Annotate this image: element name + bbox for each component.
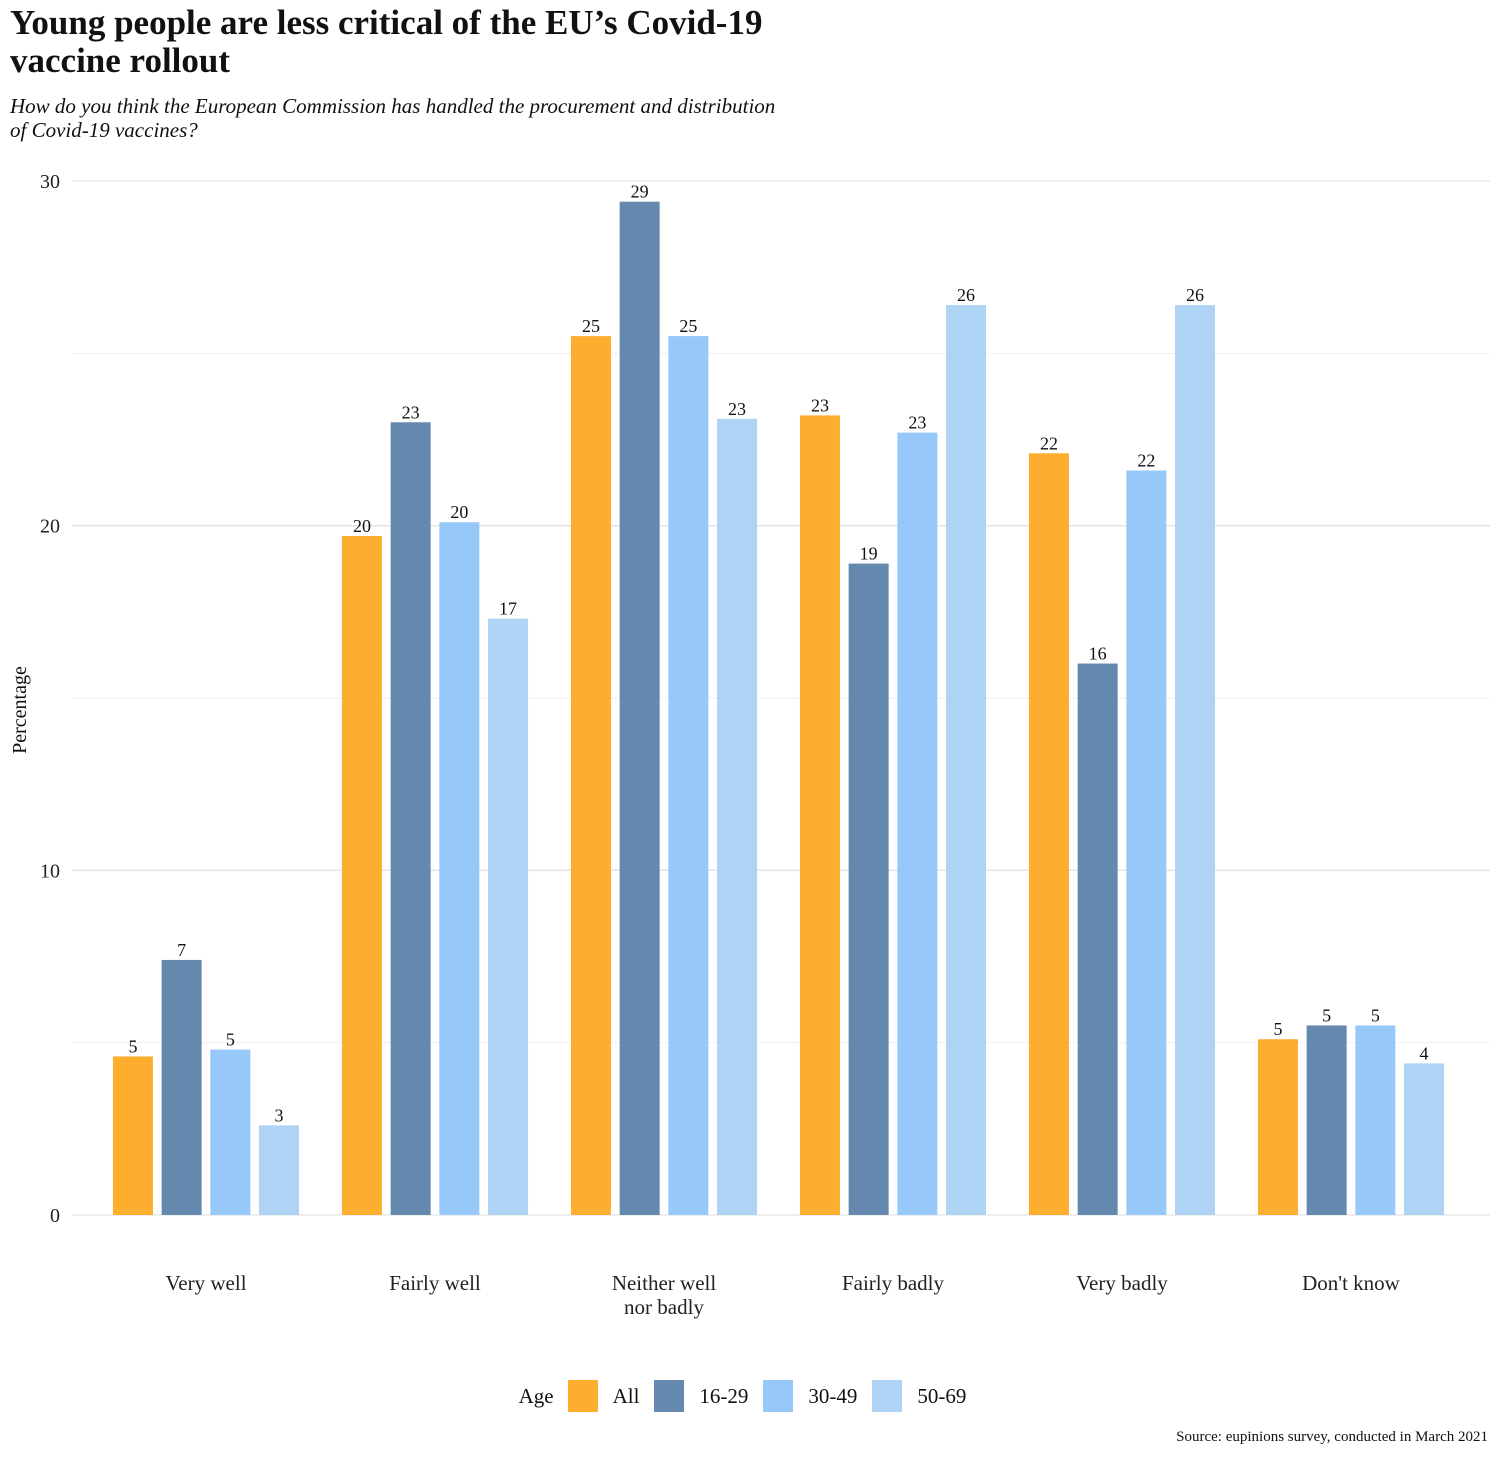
- bar-value-label: 23: [811, 395, 829, 415]
- source-note: Source: eupinions survey, conducted in M…: [1176, 1429, 1488, 1445]
- bar: [848, 563, 889, 1215]
- bar: [161, 959, 202, 1215]
- legend-item-30-49: 30-49: [763, 1380, 857, 1412]
- bar: [341, 536, 382, 1215]
- legend-swatch-30-49: [763, 1380, 794, 1412]
- bar: [439, 522, 480, 1215]
- bar-value-label: 5: [1371, 1005, 1380, 1025]
- bar: [946, 305, 987, 1216]
- legend-label-all: All: [612, 1383, 640, 1408]
- y-tick-label: 30: [40, 171, 60, 193]
- bar: [1257, 1039, 1298, 1215]
- bar: [897, 432, 938, 1215]
- legend-item-16-29: 16-29: [654, 1380, 748, 1412]
- legend-title: Age: [518, 1383, 554, 1408]
- legend-swatch-all: [567, 1380, 598, 1412]
- y-tick-label: 10: [40, 860, 60, 882]
- bar-value-label: 23: [728, 399, 746, 419]
- bar: [799, 415, 840, 1216]
- bar-value-label: 22: [1137, 451, 1155, 471]
- y-tick-label: 0: [50, 1205, 60, 1227]
- bar-value-label: 5: [1273, 1019, 1282, 1039]
- bar-chart: 0 10 20 30 Percentage 5 7 5 3 Very well 20 23 20 17 Fa…: [9, 171, 1490, 1319]
- bar: [488, 618, 529, 1215]
- legend-label-50-69: 50-69: [917, 1383, 967, 1408]
- legend-swatch-16-29: [654, 1380, 685, 1412]
- bar-value-label: 25: [679, 316, 697, 336]
- chart-title: Young people are less critical of the EU…: [10, 3, 763, 80]
- bar-value-label: 19: [860, 544, 878, 564]
- bar: [1175, 305, 1216, 1216]
- bar: [1028, 453, 1069, 1216]
- bar-value-label: 25: [582, 316, 600, 336]
- bar-value-label: 7: [177, 940, 186, 960]
- legend-label-16-29: 16-29: [699, 1383, 749, 1408]
- x-tick-label: Neither well nor badly: [612, 1271, 717, 1319]
- bar-value-label: 17: [499, 599, 517, 619]
- bar: [619, 201, 660, 1215]
- bar-value-label: 23: [402, 402, 420, 422]
- chart-subtitle: How do you think the European Commission…: [10, 94, 776, 142]
- bar-value-label: 5: [128, 1036, 137, 1056]
- bar-value-label: 29: [631, 182, 649, 202]
- bar-value-label: 3: [275, 1105, 284, 1125]
- x-tick-label: Don't know: [1302, 1271, 1401, 1295]
- bar: [1306, 1025, 1347, 1215]
- legend-label-30-49: 30-49: [808, 1383, 858, 1408]
- bar-value-label: 20: [450, 502, 468, 522]
- bar: [1404, 1063, 1445, 1215]
- legend: Age All 16-29 30-49 50-69: [0, 1378, 1500, 1414]
- bar-value-label: 26: [957, 285, 975, 305]
- legend-item-all: All: [567, 1380, 640, 1412]
- bar-value-label: 5: [1322, 1005, 1331, 1025]
- bar: [1077, 663, 1118, 1215]
- y-axis-label: Percentage: [9, 666, 31, 754]
- bar-value-label: 22: [1040, 433, 1058, 453]
- bar: [112, 1056, 153, 1215]
- bar-value-label: 23: [908, 413, 926, 433]
- bar: [210, 1049, 251, 1215]
- bar-value-label: 20: [353, 516, 371, 536]
- legend-swatch-50-69: [872, 1380, 903, 1412]
- bar-value-label: 4: [1420, 1043, 1429, 1063]
- bar: [668, 336, 709, 1216]
- y-tick-label: 20: [40, 516, 60, 538]
- bar: [717, 418, 758, 1215]
- bar: [1355, 1025, 1396, 1215]
- bar-value-label: 26: [1186, 285, 1204, 305]
- bar: [1126, 470, 1167, 1215]
- bar: [570, 336, 611, 1216]
- bar-value-label: 16: [1089, 644, 1107, 664]
- legend-item-50-69: 50-69: [872, 1380, 966, 1412]
- x-tick-label: Fairly well: [389, 1271, 481, 1295]
- bar-value-label: 5: [226, 1030, 235, 1050]
- x-tick-label: Fairly badly: [842, 1271, 945, 1295]
- bar: [259, 1125, 300, 1215]
- x-tick-label: Very badly: [1076, 1271, 1168, 1295]
- x-tick-label: Very well: [165, 1271, 246, 1295]
- bar: [390, 422, 431, 1215]
